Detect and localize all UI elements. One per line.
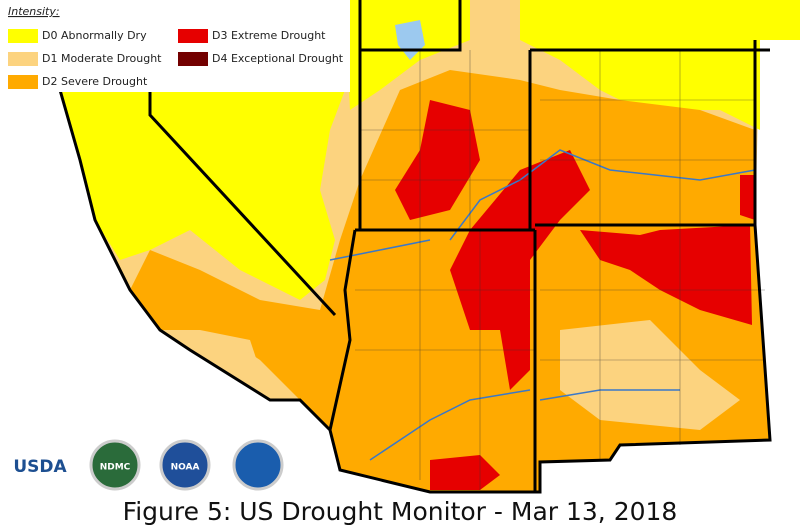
logo-badge (159, 439, 211, 491)
logos: USDA NDMC NOAA (13, 439, 284, 491)
legend-swatch (178, 29, 208, 43)
caption: Figure 5: US Drought Monitor - Mar 13, 2… (123, 497, 678, 526)
legend-label: D2 Severe Drought (42, 75, 148, 88)
logo-text: NOAA (171, 463, 200, 473)
legend: Intensity: D0 Abnormally Dry D1 Moderate … (0, 0, 350, 92)
legend-swatch (8, 29, 38, 43)
region-d3 (450, 150, 590, 390)
region-d1 (560, 320, 740, 430)
legend-title: Intensity: (8, 5, 60, 18)
state-borders (58, 0, 772, 494)
logo-badge (232, 439, 284, 491)
region-d0 (520, 0, 800, 130)
legend-label: D3 Extreme Drought (212, 29, 326, 42)
legend-swatch (178, 52, 208, 66)
legend-swatch (8, 52, 38, 66)
logo-text: USDA (13, 457, 67, 477)
legend-box (0, 0, 350, 92)
region-d1 (190, 340, 300, 400)
logo-badge (89, 439, 141, 491)
legend-label: D1 Moderate Drought (42, 52, 162, 65)
region-d3 (740, 175, 755, 220)
legend-label: D4 Exceptional Drought (212, 52, 344, 65)
region-d3 (580, 225, 752, 325)
legend-swatch (8, 75, 38, 89)
county-lines (355, 50, 765, 490)
region-d3 (430, 455, 500, 490)
logo-text: NDMC (100, 463, 131, 473)
legend-label: D0 Abnormally Dry (42, 29, 147, 42)
map (58, 0, 800, 494)
